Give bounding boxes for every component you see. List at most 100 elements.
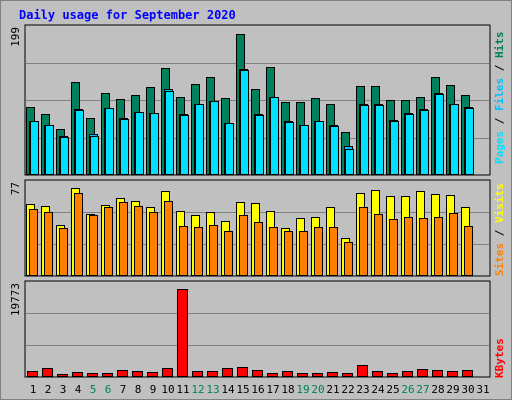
sites-bar	[224, 231, 233, 276]
pages-bar	[195, 104, 204, 175]
x-axis-label: 24	[371, 383, 385, 396]
legend-hits-pages-files: Pages / Files / Hits	[493, 32, 506, 165]
sites-bar	[419, 218, 428, 276]
pages-bar	[285, 122, 294, 175]
pages-bar	[420, 110, 429, 175]
kbytes-y-max-label: 19773	[9, 283, 22, 316]
kbytes-bar	[462, 370, 473, 377]
kbytes-bar	[357, 365, 368, 377]
sites-bar	[179, 226, 188, 276]
sites-bar	[269, 227, 278, 276]
pages-bar	[390, 121, 399, 175]
kbytes-bar	[372, 371, 383, 377]
x-axis-label: 28	[431, 383, 444, 396]
legend-separator: /	[493, 223, 506, 243]
sites-bar	[299, 231, 308, 276]
pages-bar	[435, 94, 444, 175]
sites-bar	[164, 201, 173, 276]
x-axis-label: 16	[251, 383, 264, 396]
sites-bar	[209, 225, 218, 276]
pages-bar	[120, 119, 129, 175]
x-axis-label: 4	[75, 383, 82, 396]
sites-bar	[344, 242, 353, 276]
kbytes-bar	[327, 372, 338, 377]
kbytes-bar	[282, 371, 293, 377]
x-axis-label: 7	[120, 383, 127, 396]
pages-bar	[330, 126, 339, 175]
kbytes-panel	[24, 280, 491, 378]
kbytes-bar	[432, 370, 443, 377]
legend-kbytes: KBytes	[493, 338, 506, 378]
sites-bar	[404, 217, 413, 276]
sites-bar	[29, 209, 38, 276]
sites-bar	[464, 226, 473, 276]
legend-visits: Visits	[493, 183, 506, 223]
kbytes-bar	[102, 373, 113, 377]
pages-bar	[135, 112, 144, 175]
chart-title: Daily usage for September 2020	[19, 8, 236, 22]
kbytes-bar	[417, 369, 428, 377]
bar-layer	[26, 34, 474, 377]
pages-bar	[375, 105, 384, 175]
pages-bar	[405, 114, 414, 175]
pages-bar	[45, 125, 54, 175]
pages-bar	[300, 125, 309, 175]
pages-bar	[360, 105, 369, 175]
legend-hits: Hits	[493, 32, 506, 59]
legend-sites-visits: Sites / Visits	[493, 183, 506, 276]
x-axis-label: 6	[105, 383, 112, 396]
sites-bar	[434, 217, 443, 276]
x-axis-label: 25	[386, 383, 399, 396]
sites-bar	[329, 227, 338, 276]
pages-bar	[270, 97, 279, 175]
pages-bar	[225, 123, 234, 175]
x-axis-label: 26	[401, 383, 414, 396]
x-axis-label: 18	[281, 383, 294, 396]
x-axis-label: 17	[266, 383, 279, 396]
hits-y-max-label: 199	[9, 27, 22, 47]
pages-bar	[30, 121, 39, 175]
x-axis-labels: 1 2 3 4 5 6 7 8 9 10 11 12 13 14 15 16 17 18 19 20 21 22 23 24 2…	[30, 383, 490, 396]
kbytes-bar	[297, 373, 308, 377]
pages-bar	[75, 110, 84, 175]
sites-bar	[194, 227, 203, 276]
x-axis-label: 23	[356, 383, 369, 396]
sites-bar	[284, 231, 293, 276]
x-axis-label: 5	[90, 383, 97, 396]
kbytes-bar	[342, 373, 353, 377]
kbytes-bar	[267, 373, 278, 377]
kbytes-bar	[237, 367, 248, 377]
pages-bar	[240, 70, 249, 175]
x-axis-label: 13	[206, 383, 219, 396]
sites-bar	[374, 214, 383, 276]
x-axis-label: 14	[221, 383, 235, 396]
x-axis-label: 27	[416, 383, 429, 396]
kbytes-bar	[387, 373, 398, 377]
kbytes-bar	[132, 371, 143, 377]
pages-bar	[165, 91, 174, 175]
x-axis-label: 19	[296, 383, 309, 396]
kbytes-bar	[87, 373, 98, 377]
sites-bar	[44, 212, 53, 276]
legend-pages: Pages	[493, 131, 506, 164]
legend-separator: /	[493, 58, 506, 78]
x-axis-label: 2	[45, 383, 52, 396]
kbytes-bar	[252, 370, 263, 377]
legend-sites: Sites	[493, 243, 506, 276]
x-axis-label: 11	[176, 383, 189, 396]
pages-bar	[345, 149, 354, 175]
pages-bar	[60, 137, 69, 175]
x-axis-label: 30	[461, 383, 474, 396]
x-axis-label: 9	[150, 383, 157, 396]
kbytes-bar	[207, 371, 218, 377]
x-axis-label: 12	[191, 383, 204, 396]
kbytes-bar	[117, 370, 128, 377]
sites-bar	[74, 193, 83, 276]
kbytes-bar	[42, 368, 53, 377]
pages-bar	[90, 136, 99, 175]
kbytes-bar	[162, 368, 173, 377]
kbytes-bar	[72, 372, 83, 377]
pages-bar	[315, 121, 324, 175]
sites-bar	[389, 219, 398, 276]
sites-bar	[119, 202, 128, 276]
